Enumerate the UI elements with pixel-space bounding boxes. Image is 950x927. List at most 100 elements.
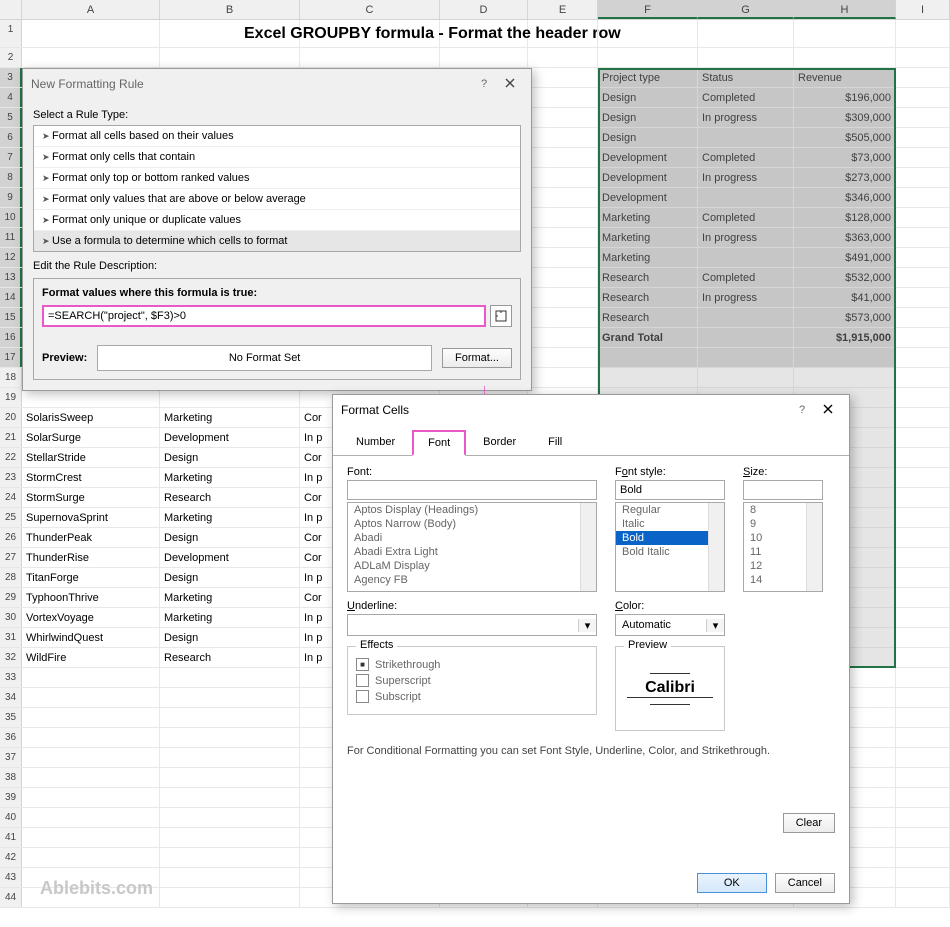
cell[interactable] xyxy=(528,228,598,247)
cell[interactable]: Excel GROUPBY formula - Format the heade… xyxy=(440,20,528,47)
cell[interactable]: SolarisSweep xyxy=(22,408,160,427)
cell[interactable]: Design xyxy=(160,568,300,587)
row-header[interactable]: 38 xyxy=(0,768,22,787)
row-header[interactable]: 37 xyxy=(0,748,22,767)
cell[interactable]: Completed xyxy=(698,148,794,167)
column-header-A[interactable]: A xyxy=(22,0,160,19)
row-header[interactable]: 1 xyxy=(0,20,22,47)
color-dropdown[interactable]: Automatic▾ xyxy=(615,614,725,636)
row-header[interactable]: 35 xyxy=(0,708,22,727)
row-header[interactable]: 16 xyxy=(0,328,22,347)
cell[interactable]: Design xyxy=(160,528,300,547)
list-item[interactable]: Aptos Narrow (Body) xyxy=(348,517,596,531)
cell[interactable]: Development xyxy=(598,168,698,187)
cell[interactable]: Completed xyxy=(698,88,794,107)
cell[interactable] xyxy=(896,588,950,607)
cell[interactable] xyxy=(160,728,300,747)
cell[interactable] xyxy=(698,128,794,147)
row-header[interactable]: 24 xyxy=(0,488,22,507)
cell[interactable] xyxy=(896,228,950,247)
rule-type-item[interactable]: Format only cells that contain xyxy=(34,147,520,168)
cell[interactable]: Grand Total xyxy=(598,328,698,347)
row-header[interactable]: 31 xyxy=(0,628,22,647)
cell[interactable] xyxy=(528,148,598,167)
cell[interactable] xyxy=(896,328,950,347)
cell[interactable] xyxy=(794,48,896,67)
strikethrough-checkbox[interactable]: Strikethrough xyxy=(356,658,588,671)
row-header[interactable]: 40 xyxy=(0,808,22,827)
cell[interactable] xyxy=(896,708,950,727)
cell[interactable] xyxy=(22,688,160,707)
cell[interactable] xyxy=(896,568,950,587)
cell[interactable]: Research xyxy=(160,648,300,667)
cell[interactable]: StellarStride xyxy=(22,448,160,467)
cell[interactable] xyxy=(22,668,160,687)
list-item[interactable]: Aptos Display (Headings) xyxy=(348,503,596,517)
list-item[interactable]: Abadi xyxy=(348,531,596,545)
cell[interactable] xyxy=(528,248,598,267)
cell[interactable] xyxy=(896,688,950,707)
cell[interactable]: Design xyxy=(598,88,698,107)
cell[interactable]: StormCrest xyxy=(22,468,160,487)
cell[interactable]: Completed xyxy=(698,268,794,287)
column-header-B[interactable]: B xyxy=(160,0,300,19)
row-header[interactable]: 14 xyxy=(0,288,22,307)
cell[interactable] xyxy=(598,368,698,387)
superscript-checkbox[interactable]: Superscript xyxy=(356,674,588,687)
cell[interactable] xyxy=(528,68,598,87)
cell[interactable]: SolarSurge xyxy=(22,428,160,447)
cell[interactable]: $491,000 xyxy=(794,248,896,267)
cell[interactable] xyxy=(528,288,598,307)
row-header[interactable]: 29 xyxy=(0,588,22,607)
row-header[interactable]: 33 xyxy=(0,668,22,687)
column-header-C[interactable]: C xyxy=(300,0,440,19)
cell[interactable]: Development xyxy=(598,148,698,167)
cell[interactable]: TitanForge xyxy=(22,568,160,587)
cell[interactable]: Design xyxy=(598,108,698,127)
row-header[interactable]: 22 xyxy=(0,448,22,467)
cell[interactable]: $273,000 xyxy=(794,168,896,187)
cell[interactable] xyxy=(896,48,950,67)
select-all-corner[interactable] xyxy=(0,0,22,19)
font-list[interactable]: Aptos Display (Headings)Aptos Narrow (Bo… xyxy=(347,502,597,592)
row-header[interactable]: 25 xyxy=(0,508,22,527)
row-header[interactable]: 42 xyxy=(0,848,22,867)
cell[interactable]: Development xyxy=(160,428,300,447)
cell[interactable] xyxy=(22,848,160,867)
row-header[interactable]: 11 xyxy=(0,228,22,247)
cell[interactable] xyxy=(160,708,300,727)
cell[interactable]: $41,000 xyxy=(794,288,896,307)
font-style-input[interactable] xyxy=(615,480,725,500)
cell[interactable]: Research xyxy=(598,268,698,287)
cell[interactable] xyxy=(528,308,598,327)
cell[interactable] xyxy=(160,768,300,787)
cell[interactable] xyxy=(896,348,950,367)
list-item[interactable]: Abadi Extra Light xyxy=(348,545,596,559)
cell[interactable] xyxy=(896,548,950,567)
cell[interactable]: $346,000 xyxy=(794,188,896,207)
rule-type-item[interactable]: Format only values that are above or bel… xyxy=(34,189,520,210)
row-header[interactable]: 23 xyxy=(0,468,22,487)
row-header[interactable]: 9 xyxy=(0,188,22,207)
cell[interactable] xyxy=(160,868,300,887)
rule-type-list[interactable]: Format all cells based on their valuesFo… xyxy=(33,125,521,252)
formula-input[interactable] xyxy=(42,305,486,327)
list-item[interactable]: ADLaM Display xyxy=(348,559,596,573)
cell[interactable]: In progress xyxy=(698,288,794,307)
cell[interactable] xyxy=(794,368,896,387)
cell[interactable]: Research xyxy=(598,288,698,307)
cell[interactable]: TyphoonThrive xyxy=(22,588,160,607)
row-header[interactable]: 7 xyxy=(0,148,22,167)
cell[interactable] xyxy=(896,868,950,887)
tab-font[interactable]: Font xyxy=(412,430,466,456)
cell[interactable] xyxy=(528,208,598,227)
cell[interactable]: WildFire xyxy=(22,648,160,667)
size-list[interactable]: 8910111214 xyxy=(743,502,823,592)
cell[interactable]: Marketing xyxy=(160,608,300,627)
row-header[interactable]: 27 xyxy=(0,548,22,567)
row-header[interactable]: 18 xyxy=(0,368,22,387)
cell[interactable] xyxy=(160,828,300,847)
cell[interactable] xyxy=(160,48,300,67)
row-header[interactable]: 28 xyxy=(0,568,22,587)
clear-button[interactable]: Clear xyxy=(783,813,835,833)
